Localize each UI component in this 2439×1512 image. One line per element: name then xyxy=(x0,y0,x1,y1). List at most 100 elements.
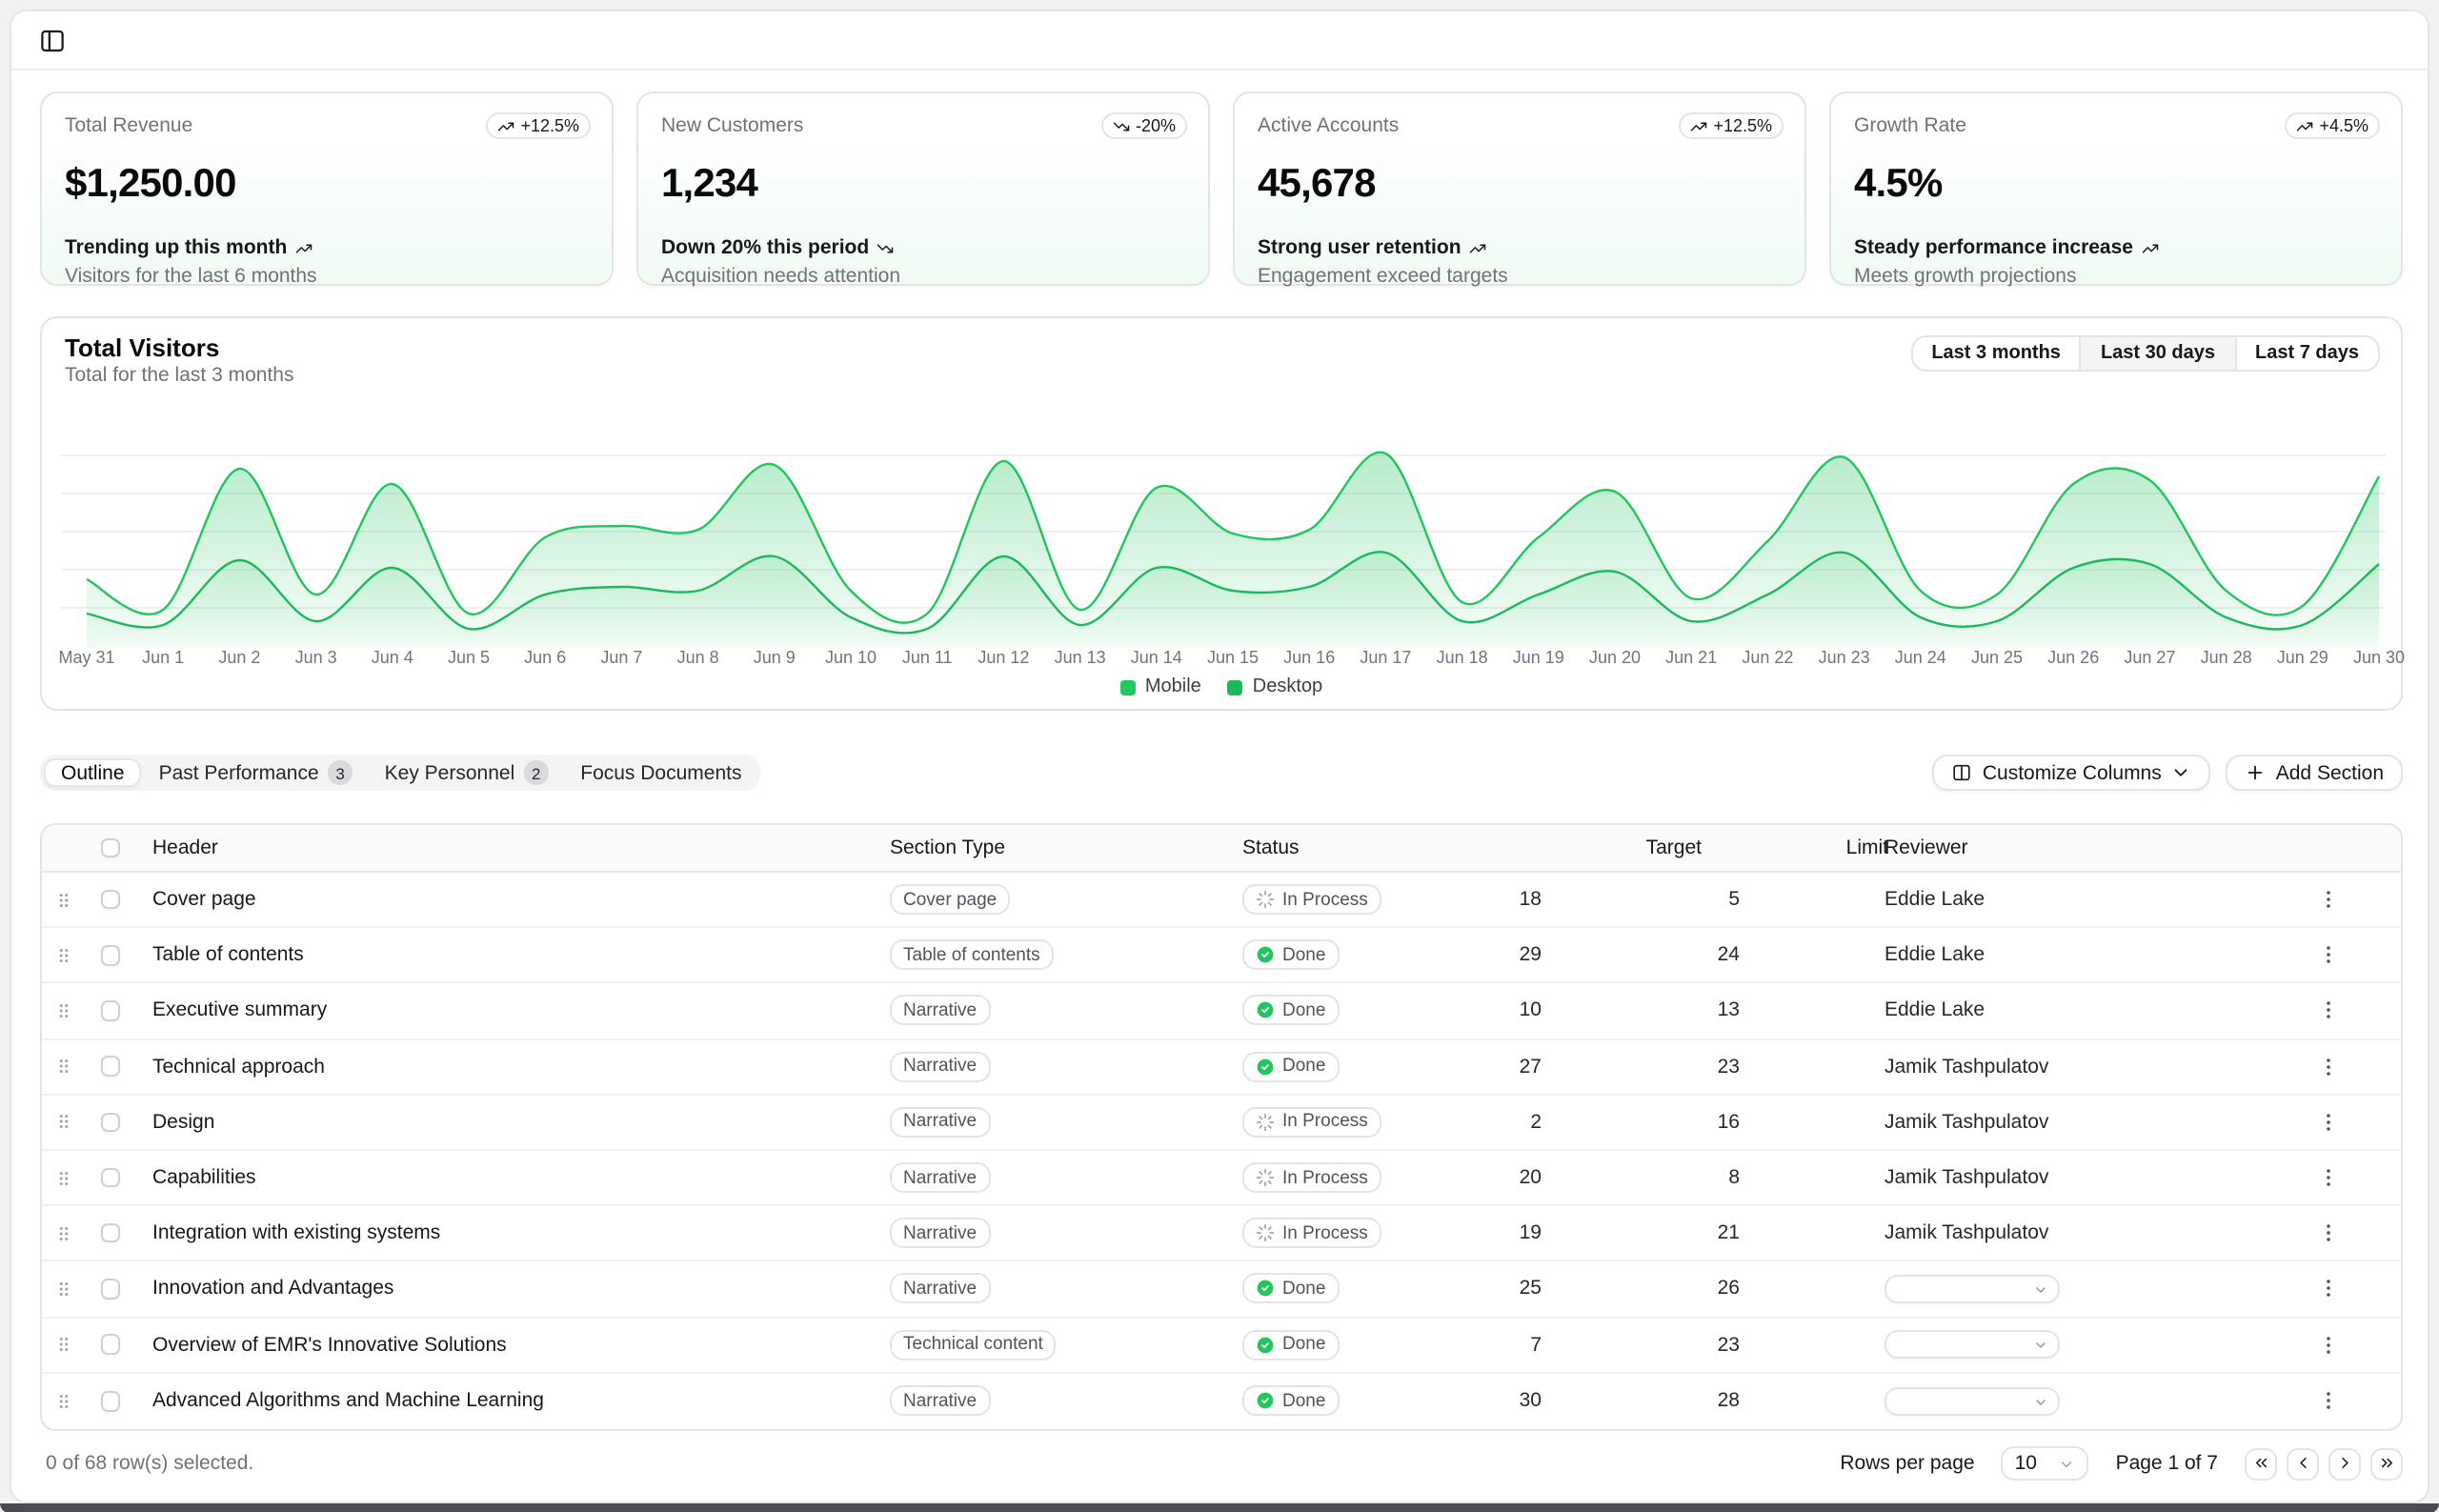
row-header-button[interactable]: Executive summary xyxy=(152,998,328,1022)
reviewer-name: Jamik Tashpulatov xyxy=(1885,1055,2049,1079)
x-tick-label: Jun 5 xyxy=(447,648,491,667)
row-menu-button[interactable] xyxy=(2317,999,2340,1022)
next-page-button[interactable] xyxy=(2328,1447,2361,1480)
limit-input[interactable]: 13 xyxy=(1717,998,1740,1022)
range-option-last-3-months[interactable]: Last 3 months xyxy=(1912,337,2080,370)
limit-input[interactable]: 5 xyxy=(1728,888,1740,912)
target-input[interactable]: 29 xyxy=(1519,943,1542,967)
row-header-button[interactable]: Advanced Algorithms and Machine Learning xyxy=(152,1389,544,1413)
target-input[interactable]: 19 xyxy=(1519,1221,1542,1245)
x-tick-label: May 31 xyxy=(58,648,115,667)
row-menu-button[interactable] xyxy=(2317,1390,2340,1413)
target-input[interactable]: 27 xyxy=(1519,1055,1542,1079)
section-type-badge: Narrative xyxy=(890,1385,991,1417)
limit-input[interactable]: 23 xyxy=(1717,1055,1740,1079)
range-option-last-30-days[interactable]: Last 30 days xyxy=(2079,337,2237,370)
row-checkbox[interactable] xyxy=(100,1222,121,1243)
range-option-last-7-days[interactable]: Last 7 days xyxy=(2236,337,2378,370)
x-tick-label: Jun 29 xyxy=(2276,648,2328,667)
row-checkbox[interactable] xyxy=(100,889,121,910)
last-page-button[interactable] xyxy=(2370,1447,2403,1480)
prev-page-button[interactable] xyxy=(2287,1447,2319,1480)
x-tick-label: Jun 12 xyxy=(978,648,1030,667)
row-checkbox[interactable] xyxy=(100,1279,121,1300)
drag-handle[interactable] xyxy=(52,945,73,966)
stat-card-value: 4.5% xyxy=(1854,162,1943,206)
row-checkbox[interactable] xyxy=(100,1334,121,1355)
row-menu-button[interactable] xyxy=(2317,1278,2340,1300)
first-page-button[interactable] xyxy=(2245,1447,2277,1480)
row-menu-button[interactable] xyxy=(2317,1055,2340,1078)
limit-input[interactable]: 23 xyxy=(1717,1333,1740,1357)
reviewer-select[interactable] xyxy=(1885,1329,2060,1360)
row-menu-button[interactable] xyxy=(2317,1166,2340,1189)
row-menu-button[interactable] xyxy=(2317,888,2340,911)
section-type-badge: Technical content xyxy=(890,1329,1057,1361)
row-header-button[interactable]: Table of contents xyxy=(152,943,304,967)
customize-columns-button[interactable]: Customize Columns xyxy=(1932,755,2211,791)
limit-input[interactable]: 26 xyxy=(1717,1277,1740,1300)
target-input[interactable]: 10 xyxy=(1519,998,1542,1022)
target-input[interactable]: 25 xyxy=(1519,1277,1542,1300)
status-badge: Done xyxy=(1242,1385,1340,1417)
row-header-button[interactable]: Cover page xyxy=(152,888,256,912)
tab-focus-documents[interactable]: Focus Documents xyxy=(580,761,742,784)
tab-past-performance[interactable]: Past Performance 3 xyxy=(144,758,368,788)
row-header-button[interactable]: Integration with existing systems xyxy=(152,1221,441,1245)
row-header-button[interactable]: Innovation and Advantages xyxy=(152,1277,394,1300)
limit-input[interactable]: 28 xyxy=(1717,1389,1740,1413)
section-type-badge: Narrative xyxy=(890,1218,991,1249)
row-checkbox[interactable] xyxy=(100,1000,121,1021)
limit-input[interactable]: 8 xyxy=(1728,1166,1740,1190)
drag-handle[interactable] xyxy=(52,1334,73,1355)
reviewer-select[interactable] xyxy=(1885,1386,2060,1417)
drag-handle[interactable] xyxy=(52,1222,73,1243)
drag-handle[interactable] xyxy=(52,1112,73,1133)
trend-badge-value: +4.5% xyxy=(2319,116,2368,135)
row-checkbox[interactable] xyxy=(100,1167,121,1188)
table-row: Innovation and Advantages Narrative Done… xyxy=(42,1262,2401,1318)
limit-input[interactable]: 16 xyxy=(1717,1110,1740,1134)
drag-handle[interactable] xyxy=(52,1391,73,1412)
chevron-down-icon xyxy=(2059,1455,2076,1472)
row-header-button[interactable]: Capabilities xyxy=(152,1166,256,1190)
row-menu-button[interactable] xyxy=(2317,1221,2340,1244)
section-type-badge: Narrative xyxy=(890,1273,991,1304)
x-tick-label: Jun 2 xyxy=(218,648,261,667)
row-header-button[interactable]: Technical approach xyxy=(152,1055,325,1079)
drag-handle[interactable] xyxy=(52,1167,73,1188)
reviewer-select[interactable] xyxy=(1885,1274,2060,1304)
loader-icon xyxy=(1256,1168,1275,1187)
row-menu-button[interactable] xyxy=(2317,1111,2340,1134)
drag-handle[interactable] xyxy=(52,1056,73,1077)
row-header-button[interactable]: Overview of EMR's Innovative Solutions xyxy=(152,1333,507,1357)
target-input[interactable]: 30 xyxy=(1519,1389,1542,1413)
row-checkbox[interactable] xyxy=(100,1391,121,1412)
row-checkbox[interactable] xyxy=(100,1112,121,1133)
add-section-button[interactable]: Add Section xyxy=(2226,755,2403,791)
target-input[interactable]: 2 xyxy=(1530,1110,1542,1134)
row-header-button[interactable]: Design xyxy=(152,1110,215,1134)
row-checkbox[interactable] xyxy=(100,945,121,966)
select-all-checkbox[interactable] xyxy=(100,837,121,858)
tab-key-personnel[interactable]: Key Personnel 2 xyxy=(370,758,564,788)
tab-outline[interactable]: Outline xyxy=(44,757,142,788)
sidebar-toggle-button[interactable] xyxy=(34,23,69,57)
rows-per-page-select[interactable]: 10 xyxy=(2001,1446,2089,1481)
chart-x-axis: May 31 Jun 1 Jun 2 Jun 3 Jun 4 Jun 5 Jun 6 Jun … xyxy=(42,648,2405,671)
drag-handle[interactable] xyxy=(52,889,73,910)
target-input[interactable]: 7 xyxy=(1530,1333,1542,1357)
drag-handle[interactable] xyxy=(52,1000,73,1021)
row-checkbox[interactable] xyxy=(100,1056,121,1077)
column-header: Header xyxy=(152,837,218,859)
table-header-row: Header Section Type Status Target Limit … xyxy=(42,825,2401,873)
target-input[interactable]: 20 xyxy=(1519,1166,1542,1190)
limit-input[interactable]: 24 xyxy=(1717,943,1740,967)
drag-handle[interactable] xyxy=(52,1279,73,1300)
visitors-area-chart[interactable] xyxy=(50,423,2397,661)
limit-input[interactable]: 21 xyxy=(1717,1221,1740,1245)
row-menu-button[interactable] xyxy=(2317,1333,2340,1356)
stat-card-description: Meets growth projections xyxy=(1854,265,2077,288)
row-menu-button[interactable] xyxy=(2317,944,2340,967)
target-input[interactable]: 18 xyxy=(1519,888,1542,912)
